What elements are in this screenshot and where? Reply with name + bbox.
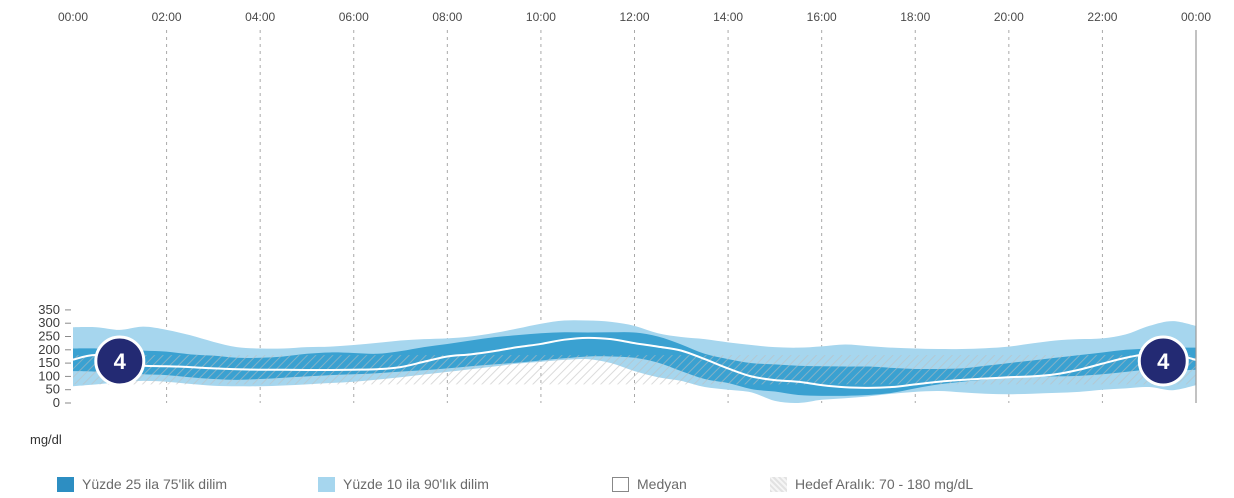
x-tick-label: 20:00 [994, 10, 1024, 24]
x-tick-label: 00:00 [58, 10, 88, 24]
y-tick-label: 250 [38, 329, 60, 344]
legend-swatch-10-90 [318, 476, 335, 492]
x-tick-label: 08:00 [432, 10, 462, 24]
legend-label-target: Hedef Aralık: 70 - 180 mg/dL [795, 476, 974, 492]
median-line-layer [72, 336, 1197, 389]
legend-swatch-25-75 [57, 476, 74, 492]
x-tick-label: 16:00 [807, 10, 837, 24]
axes: 00:00 02:00 04:00 06:00 08:00 10:00 12:00 14:00… [38, 10, 1211, 410]
y-tick-label: 300 [38, 315, 60, 330]
legend-swatch-target [770, 476, 787, 492]
legend-item-median: Medyan [612, 476, 687, 492]
x-tick-label: 06:00 [339, 10, 369, 24]
marker-label: 4 [114, 349, 127, 374]
median-line [72, 336, 1197, 389]
x-tick-label: 18:00 [900, 10, 930, 24]
legend: Yüzde 25 ila 75'lik dilim Yüzde 10 ila 9… [0, 474, 1234, 498]
legend-label-10-90: Yüzde 10 ila 90'lık dilim [343, 476, 489, 492]
x-tick-label: 22:00 [1087, 10, 1117, 24]
x-tick-label: 00:00 [1181, 10, 1211, 24]
x-tick-label: 10:00 [526, 10, 556, 24]
marker-label: 4 [1157, 349, 1170, 374]
x-tick-label: 02:00 [152, 10, 182, 24]
y-tick-label: 50 [46, 382, 60, 397]
marker-circle [1137, 335, 1189, 387]
y-tick-label: 350 [38, 302, 60, 317]
legend-item-10-90: Yüzde 10 ila 90'lık dilim [318, 476, 489, 492]
marker: 4 [94, 335, 146, 387]
legend-label-median: Medyan [637, 476, 687, 492]
marker-circle [94, 335, 146, 387]
y-axis-unit-label: mg/dl [30, 432, 62, 447]
marker: 4 [1137, 335, 1189, 387]
legend-swatch-median [612, 476, 629, 492]
chart-canvas: 00:00 02:00 04:00 06:00 08:00 10:00 12:00 14:00… [30, 10, 1211, 447]
x-tick-label: 04:00 [245, 10, 275, 24]
y-tick-label: 0 [53, 395, 60, 410]
y-tick-label: 200 [38, 342, 60, 357]
legend-item-target: Hedef Aralık: 70 - 180 mg/dL [770, 476, 973, 492]
legend-label-25-75: Yüzde 25 ila 75'lik dilim [82, 476, 228, 492]
legend-item-25-75: Yüzde 25 ila 75'lik dilim [57, 476, 227, 492]
x-tick-label: 12:00 [619, 10, 649, 24]
y-tick-label: 100 [38, 368, 60, 383]
y-tick-label: 150 [38, 355, 60, 370]
x-tick-label: 14:00 [713, 10, 743, 24]
